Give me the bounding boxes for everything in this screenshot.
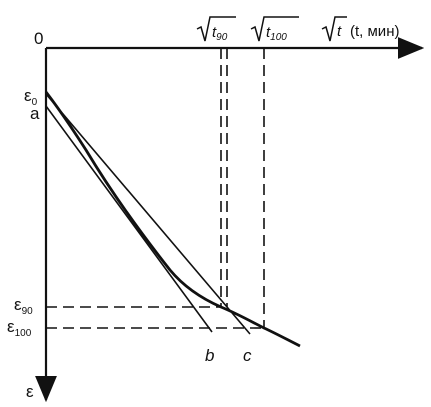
radical-sign-t90 <box>196 16 236 42</box>
svg-text:t90: t90 <box>212 24 228 43</box>
tangent-line-b <box>45 105 213 333</box>
a-label: a <box>30 104 40 123</box>
sqrt-t90-label: t90 <box>196 16 236 43</box>
sqrt-t100-label: t100 <box>250 16 299 43</box>
sqrt-t-axis-label: t (t, мин) <box>321 16 399 42</box>
axis-units-label: (t, мин) <box>350 23 399 40</box>
consolidation-curve <box>44 91 301 348</box>
projection-lines <box>46 48 265 329</box>
origin-label: 0 <box>34 29 43 48</box>
eps-axis-label: ε <box>26 382 34 401</box>
c-label: c <box>243 346 252 365</box>
svg-text:t100: t100 <box>266 24 287 43</box>
eps0-label: ε0 <box>24 86 38 108</box>
eps100-label: ε100 <box>7 317 32 339</box>
b-label: b <box>205 346 214 365</box>
secant-line-c <box>45 93 251 335</box>
radical-sign-axis <box>321 16 347 42</box>
axis-t-under: t <box>337 23 342 40</box>
eps90-label: ε90 <box>14 295 33 317</box>
radical-sign-t100 <box>250 16 299 42</box>
